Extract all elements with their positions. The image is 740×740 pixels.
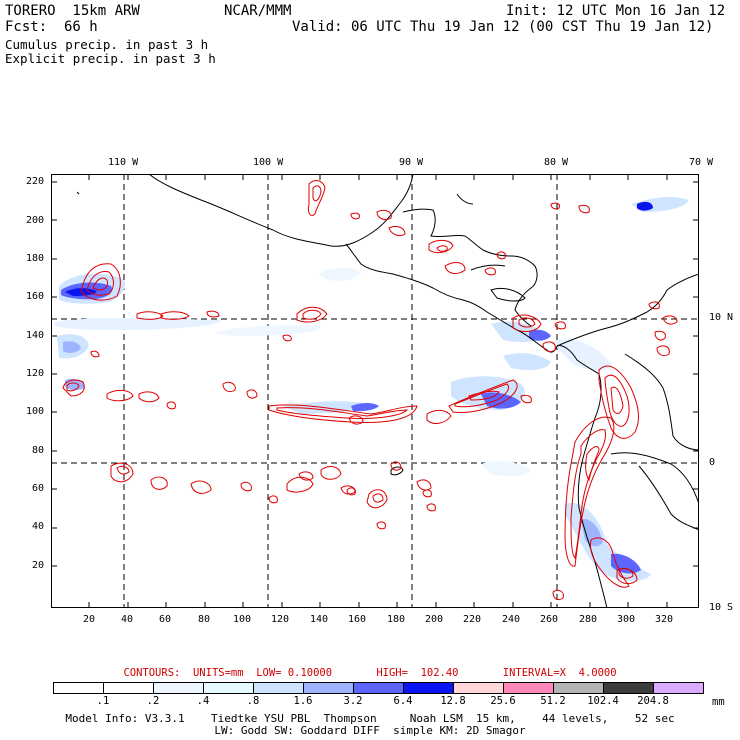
cumulus-field-label: Cumulus precip. in past 3 h: [5, 37, 209, 52]
x-tick-220: 220: [463, 614, 482, 625]
x-tick-280: 280: [579, 614, 598, 625]
lon-label-100w: 100 W: [253, 157, 284, 168]
colorbar-label-25.6: 25.6: [490, 695, 516, 707]
lat-label-0: 0: [709, 457, 716, 468]
init-time: Init: 12 UTC Mon 16 Jan 12: [506, 3, 726, 19]
colorbar-label-102.4: 102.4: [587, 695, 619, 707]
latlon-grid: [51, 174, 699, 608]
colorbar-swatch: [453, 682, 504, 694]
x-tick-140: 140: [310, 614, 329, 625]
colorbar-swatch: [203, 682, 254, 694]
model-info-line2: LW: Godd SW: Goddard DIFF simple KM: 2D …: [214, 724, 526, 737]
model-title: TORERO 15km ARW: [5, 3, 140, 19]
model-info-line1: Model Info: V3.3.1 Tiedtke YSU PBL Thomp…: [65, 712, 675, 725]
galapagos-islands: [390, 466, 404, 476]
colorbar-unit: mm: [712, 696, 725, 708]
lake-nicaragua: [490, 287, 526, 302]
colorbar-label-204.8: 204.8: [637, 695, 669, 707]
coast-central-america-pacific: [345, 243, 558, 353]
y-tick-120: 120: [26, 368, 45, 379]
x-tick-160: 160: [348, 614, 367, 625]
y-tick-180: 180: [26, 253, 45, 264]
coast-south-america-caribbean: [556, 273, 699, 347]
border-honduras: [470, 264, 506, 271]
colorbar-label-0.4: .4: [196, 695, 210, 707]
y-tick-160: 160: [26, 291, 45, 302]
colorbar-swatch: [603, 682, 654, 694]
valid-time: Valid: 06 UTC Thu 19 Jan 12 (00 CST Thu …: [292, 19, 714, 35]
lon-label-80w: 80 W: [544, 157, 569, 168]
forecast-hour: 66 h: [64, 19, 98, 35]
x-tick-120: 120: [271, 614, 290, 625]
center-label: NCAR/MMM: [224, 3, 292, 19]
colorbar-label-0.2: .2: [146, 695, 160, 707]
border-mex-guat: [456, 193, 474, 205]
colorbar-swatch: [353, 682, 404, 694]
colorbar-swatch: [653, 682, 704, 694]
y-tick-20: 20: [32, 560, 45, 571]
colorbar-swatch: [103, 682, 154, 694]
lon-label-110w: 110 W: [108, 157, 139, 168]
explicit-contours: [62, 180, 678, 601]
coast-mexico-north: [148, 174, 414, 247]
colorbar-label-6.4: 6.4: [393, 695, 413, 707]
x-tick-320: 320: [655, 614, 674, 625]
border-peru-brazil: [638, 465, 699, 531]
contour-legend: CONTOURS: UNITS=mm LOW= 0.10000 HIGH= 10…: [123, 667, 617, 679]
x-tick-260: 260: [540, 614, 559, 625]
x-tick-40: 40: [121, 614, 134, 625]
border-ecuador-peru: [610, 452, 699, 505]
y-tick-200: 200: [26, 215, 45, 226]
x-tick-200: 200: [425, 614, 444, 625]
colorbar-label-51.2: 51.2: [540, 695, 566, 707]
lon-label-90w: 90 W: [399, 157, 424, 168]
colorbar-swatch: [303, 682, 354, 694]
forecast-label: Fcst:: [5, 19, 48, 35]
colorbar-swatch: [153, 682, 204, 694]
coast-yucatan-caribbean: [402, 208, 538, 327]
colorbar-swatch: [53, 682, 104, 694]
explicit-field-label: Explicit precip. in past 3 h: [5, 51, 216, 66]
islet-marker: [76, 191, 80, 195]
lat-label-10s: 10 S: [709, 602, 734, 613]
y-tick-40: 40: [32, 521, 45, 532]
y-tick-100: 100: [26, 406, 45, 417]
x-tick-240: 240: [502, 614, 521, 625]
map-ticks: [51, 174, 699, 608]
x-tick-60: 60: [159, 614, 172, 625]
y-tick-60: 60: [32, 483, 45, 494]
y-tick-220: 220: [26, 176, 45, 187]
x-tick-180: 180: [387, 614, 406, 625]
lon-label-70w: 70 W: [689, 157, 714, 168]
colorbar-swatch: [553, 682, 604, 694]
x-tick-20: 20: [83, 614, 96, 625]
y-tick-80: 80: [32, 445, 45, 456]
colorbar-swatch: [503, 682, 554, 694]
colorbar-label-12.8: 12.8: [440, 695, 466, 707]
x-tick-100: 100: [233, 614, 252, 625]
colorbar-label-0.1: .1: [96, 695, 110, 707]
border-colombia: [624, 353, 699, 451]
colorbar-swatch: [403, 682, 454, 694]
colorbar-label-1.6: 1.6: [293, 695, 313, 707]
precip-map: [51, 174, 699, 608]
colorbar-label-3.2: 3.2: [343, 695, 363, 707]
colorbar-label-0.8: .8: [246, 695, 260, 707]
x-tick-300: 300: [617, 614, 636, 625]
y-tick-140: 140: [26, 330, 45, 341]
lat-label-10n: 10 N: [709, 312, 734, 323]
colorbar-swatch: [253, 682, 304, 694]
x-tick-80: 80: [198, 614, 211, 625]
